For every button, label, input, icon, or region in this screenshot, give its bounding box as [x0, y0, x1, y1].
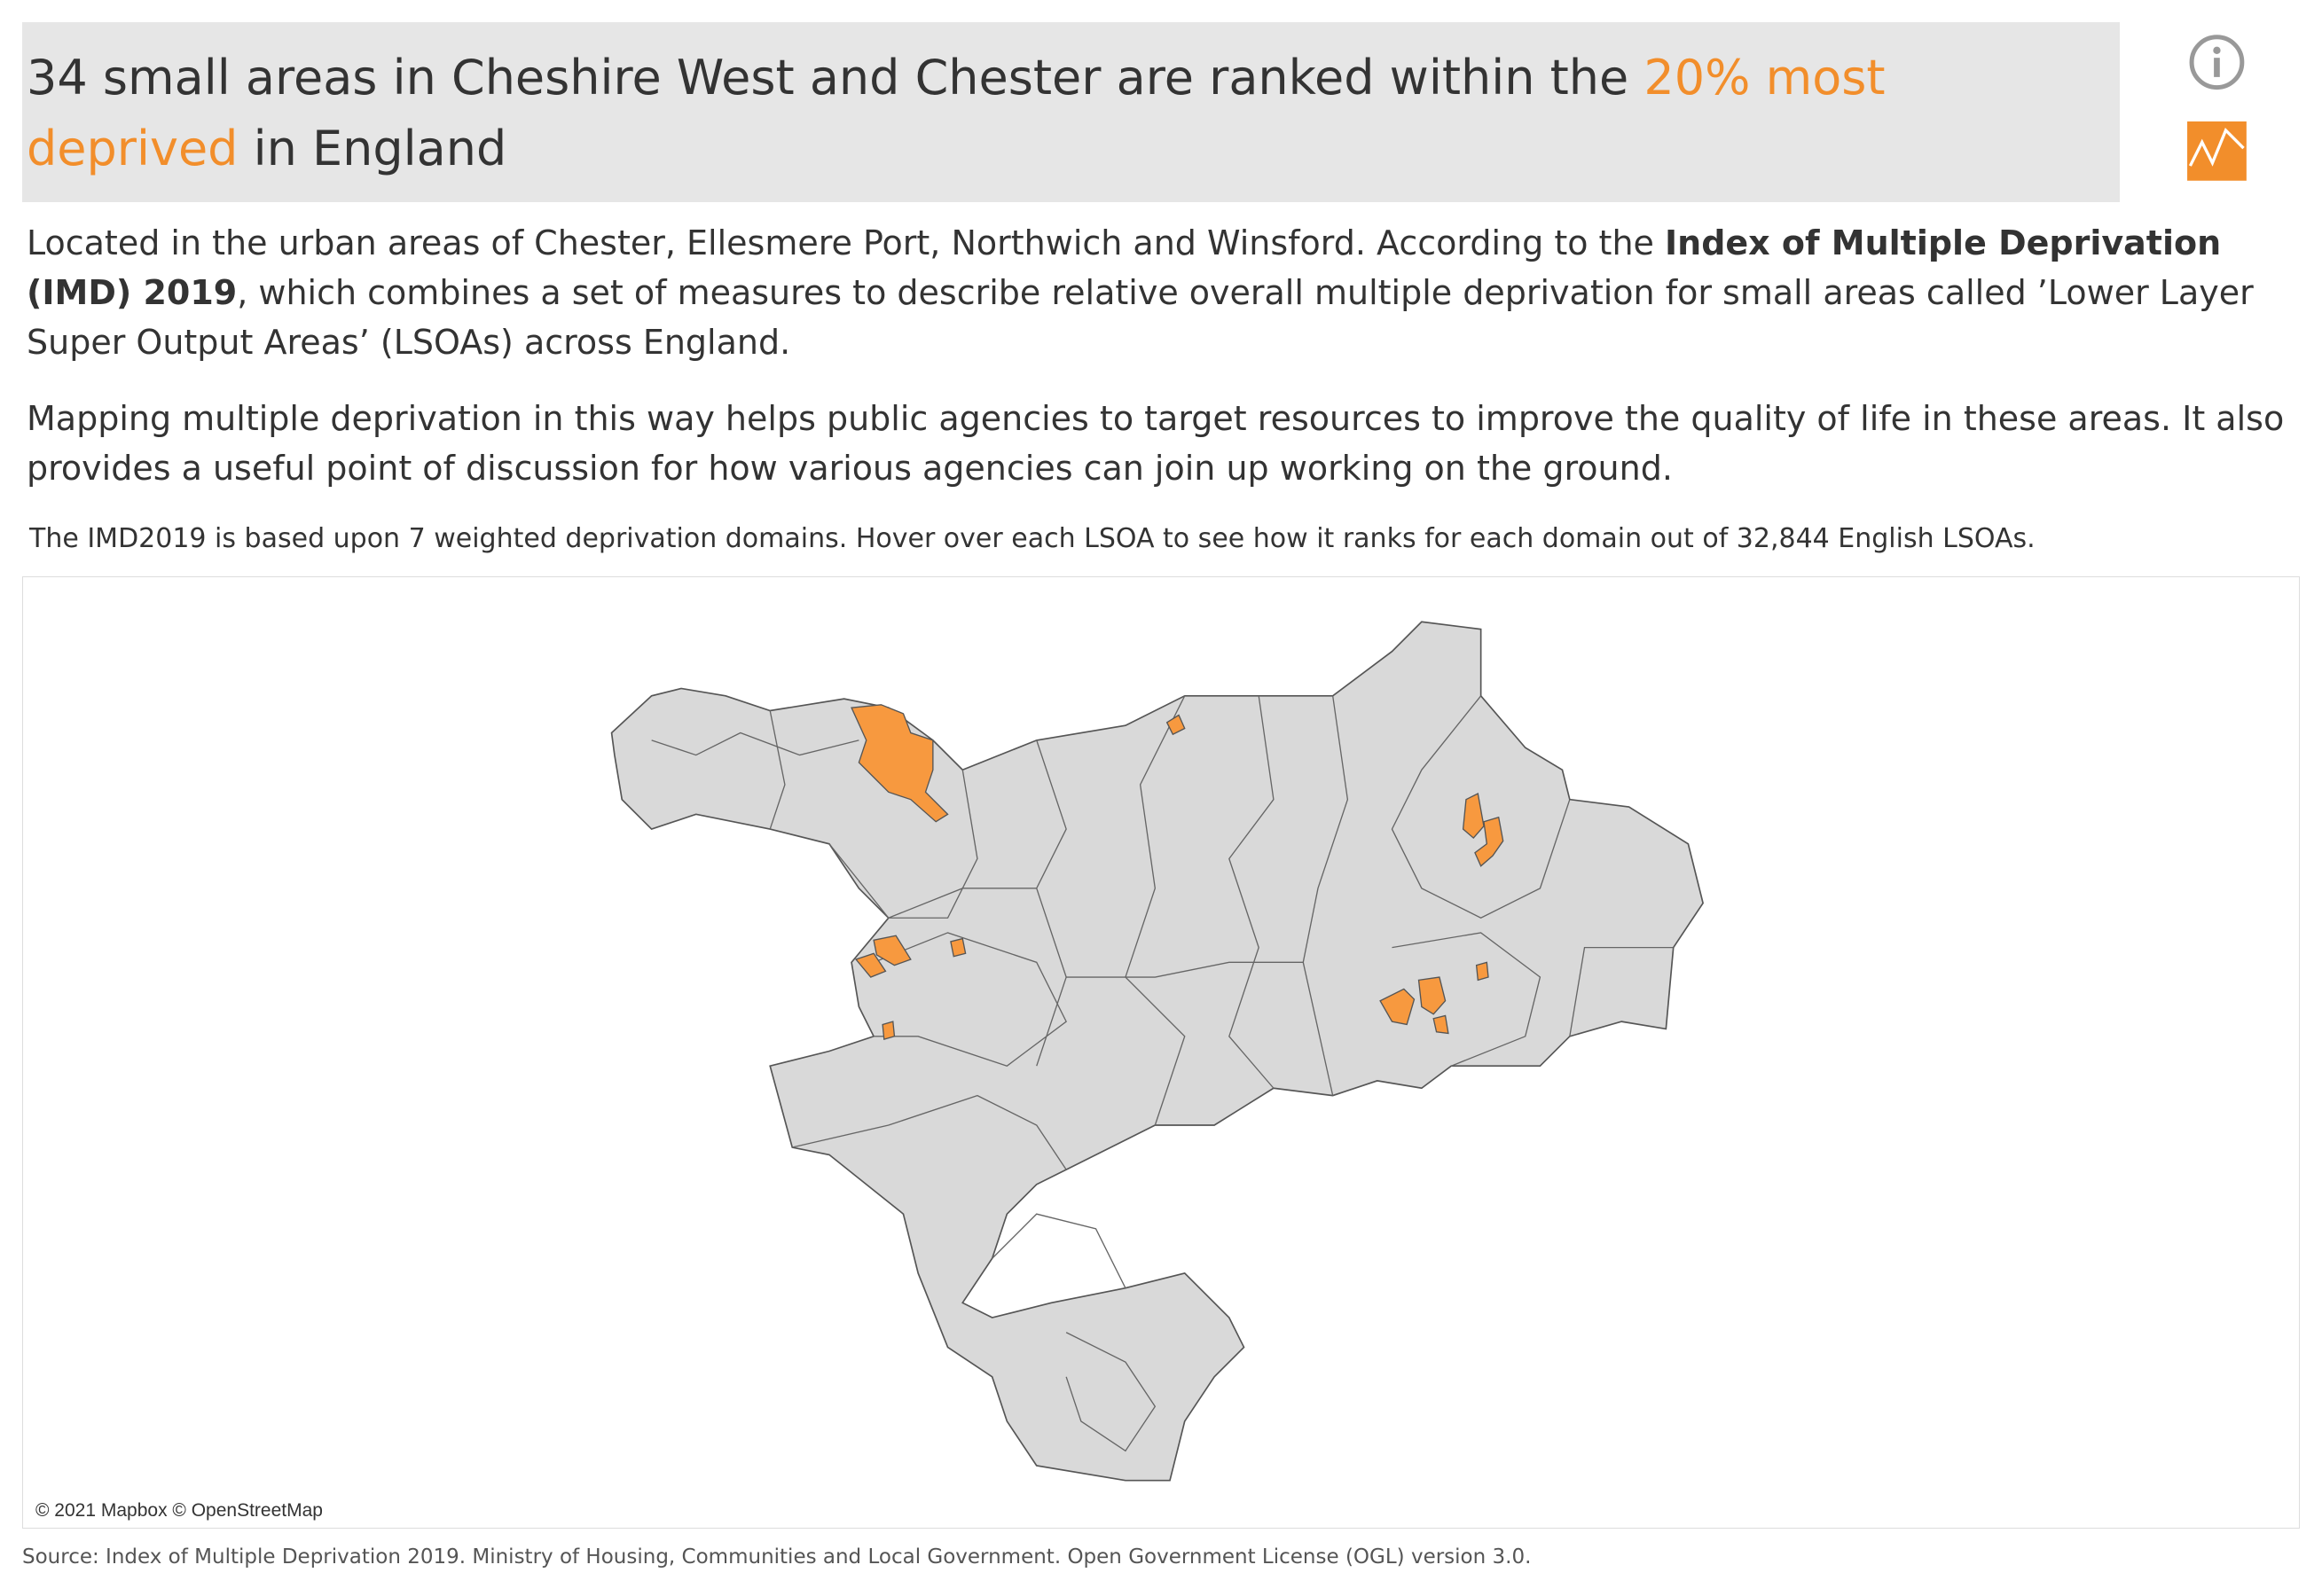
- deprived-area[interactable]: [882, 1021, 896, 1041]
- deprived-area[interactable]: [950, 937, 967, 958]
- map-attribution: © 2021 Mapbox © OpenStreetMap: [35, 1500, 323, 1521]
- paragraph-text: , which combines a set of measures to de…: [27, 273, 2254, 362]
- paragraph: Mapping multiple deprivation in this way…: [27, 399, 2285, 488]
- map-note: The IMD2019 is based upon 7 weighted dep…: [29, 523, 2036, 554]
- title-text: 34 small areas in Cheshire West and Ches…: [27, 50, 1644, 106]
- title-text: in England: [238, 121, 507, 176]
- logo-mark: [2188, 128, 2245, 167]
- deprived-area[interactable]: [1379, 988, 1416, 1026]
- deprived-area[interactable]: [1474, 816, 1504, 867]
- deprived-area[interactable]: [1432, 1014, 1449, 1035]
- deprived-area[interactable]: [1417, 976, 1447, 1015]
- paragraph-bold: Index of Multiple Deprivation (IMD) 2019: [27, 223, 2222, 312]
- deprived-area[interactable]: [851, 704, 949, 823]
- info-icon-dot: [2213, 46, 2221, 55]
- paragraph-text: Located in the urban areas of Chester, E…: [27, 223, 1665, 262]
- deprived-area[interactable]: [1462, 792, 1485, 840]
- source: Source: Index of Multiple Deprivation 20…: [22, 1545, 1532, 1569]
- title-highlight: 20% most deprived: [27, 50, 1886, 176]
- deprived-area[interactable]: [1475, 961, 1489, 982]
- deprived-area[interactable]: [873, 935, 912, 966]
- info-icon[interactable]: [2189, 35, 2245, 90]
- title-box: [22, 22, 2120, 202]
- deprived-areas[interactable]: [851, 704, 1504, 1041]
- title: 34 small areas in Cheshire West and Ches…: [27, 43, 2111, 184]
- paragraph: Located in the urban areas of Chester, E…: [27, 218, 2288, 367]
- deprived-area[interactable]: [854, 952, 887, 978]
- info-icon-bar: [2214, 58, 2220, 77]
- lsoa-boundaries: [651, 695, 1674, 1452]
- deprived-area[interactable]: [1165, 714, 1186, 736]
